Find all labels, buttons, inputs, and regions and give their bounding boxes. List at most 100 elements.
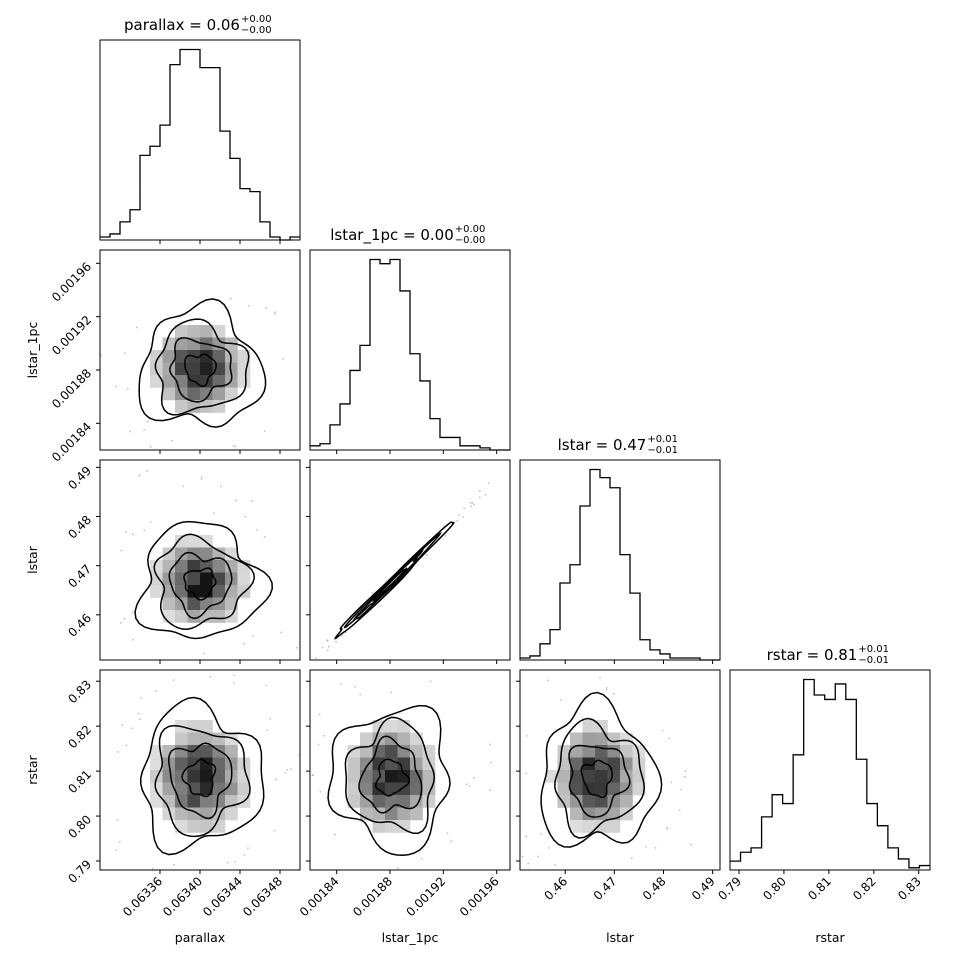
density-cell (225, 732, 238, 746)
density-cell (200, 610, 213, 623)
x-tick-label: 0.00184 (297, 874, 342, 919)
sample-point (488, 743, 491, 746)
sample-point (117, 751, 119, 753)
sample-point (213, 512, 216, 514)
sample-point (317, 743, 320, 746)
sample-point (334, 833, 336, 836)
sample-point (432, 916, 434, 918)
density-cell (200, 375, 213, 388)
title-text: rstar = 0.81 (767, 646, 858, 664)
contour-level (568, 744, 631, 818)
x-tick-label: 0.48 (640, 874, 669, 903)
density-cell (175, 585, 188, 598)
title-text: lstar = 0.47 (558, 436, 647, 454)
sample-point (472, 503, 475, 506)
sample-point (82, 754, 84, 756)
x-tick-label: 0.06348 (240, 874, 285, 919)
sample-point (121, 724, 124, 727)
density-cell (347, 757, 361, 771)
sample-point (284, 771, 287, 774)
title-lower-error: −0.01 (647, 445, 678, 456)
sample-point (65, 718, 67, 720)
x-tick-label: 0.00196 (457, 874, 502, 919)
title-lstar: lstar = 0.47 +0.01−0.01 (558, 434, 678, 456)
sample-point (487, 482, 490, 484)
density-cell (187, 387, 201, 401)
sample-point (126, 387, 129, 390)
panel-lstar_1pc-vs-parallax (100, 297, 284, 448)
sample-point (245, 894, 247, 896)
sample-point (277, 725, 279, 727)
sample-point (684, 770, 687, 772)
sample-point (233, 674, 236, 677)
sample-point (118, 841, 121, 843)
sample-point (200, 478, 203, 481)
sample-point (680, 788, 682, 791)
sample-point (295, 646, 298, 649)
density-cell (175, 807, 188, 821)
sample-point (414, 873, 416, 875)
sample-point (654, 847, 657, 849)
sample-point (524, 875, 526, 877)
sample-point (226, 861, 229, 864)
sample-point (665, 828, 668, 830)
sample-point (263, 535, 266, 538)
density-cell (607, 770, 621, 783)
density-cell (237, 362, 251, 376)
x-tick-label: 0.00192 (403, 874, 448, 919)
density-cell (162, 795, 176, 808)
density-cell (582, 770, 596, 783)
density-cell (187, 337, 201, 351)
sample-point (232, 445, 235, 448)
density-cell (372, 770, 386, 783)
sample-point (125, 531, 128, 533)
density-cell (347, 795, 361, 808)
density-cell (360, 782, 373, 796)
sample-point (420, 857, 423, 860)
sample-point (115, 848, 118, 851)
density-cell (620, 732, 633, 746)
y-axis-label-rstar: rstar (25, 754, 40, 784)
density-cell (225, 807, 238, 821)
sample-point (630, 857, 633, 859)
density-cell (410, 807, 423, 821)
density-cell (200, 745, 213, 758)
sample-point (138, 474, 141, 477)
sample-point (186, 668, 188, 670)
sample-point (265, 684, 268, 687)
sample-point (462, 516, 464, 518)
density-cell (175, 610, 188, 623)
density-cell (397, 745, 411, 758)
density-cell (187, 572, 201, 586)
density-cell (595, 770, 608, 783)
sample-point (209, 676, 212, 678)
sample-point (335, 640, 337, 643)
sample-point (143, 529, 146, 532)
sample-point (678, 809, 681, 811)
density-cell (607, 757, 621, 771)
density-cell (162, 362, 176, 376)
sample-point (137, 712, 140, 715)
contour-level (169, 337, 233, 403)
density-cell (582, 795, 596, 808)
sample-point (489, 789, 492, 791)
density-cell (570, 732, 583, 746)
sample-point (274, 778, 277, 781)
density-cell (582, 745, 596, 758)
density-cell (582, 820, 596, 833)
density-cell (225, 597, 238, 611)
sample-point (321, 646, 324, 649)
sample-point (326, 585, 328, 587)
sample-point (632, 872, 634, 874)
title-lower-error: −0.00 (241, 25, 272, 36)
sample-point (287, 690, 289, 692)
density-cell (385, 745, 398, 758)
sample-point (612, 692, 615, 695)
sample-point (508, 733, 510, 735)
density-cell (372, 732, 386, 746)
axes-frame (309, 669, 511, 871)
density-cell (225, 362, 238, 376)
sample-point (318, 713, 321, 716)
sample-point (265, 306, 268, 309)
x-tick-label: 0.80 (760, 874, 789, 903)
